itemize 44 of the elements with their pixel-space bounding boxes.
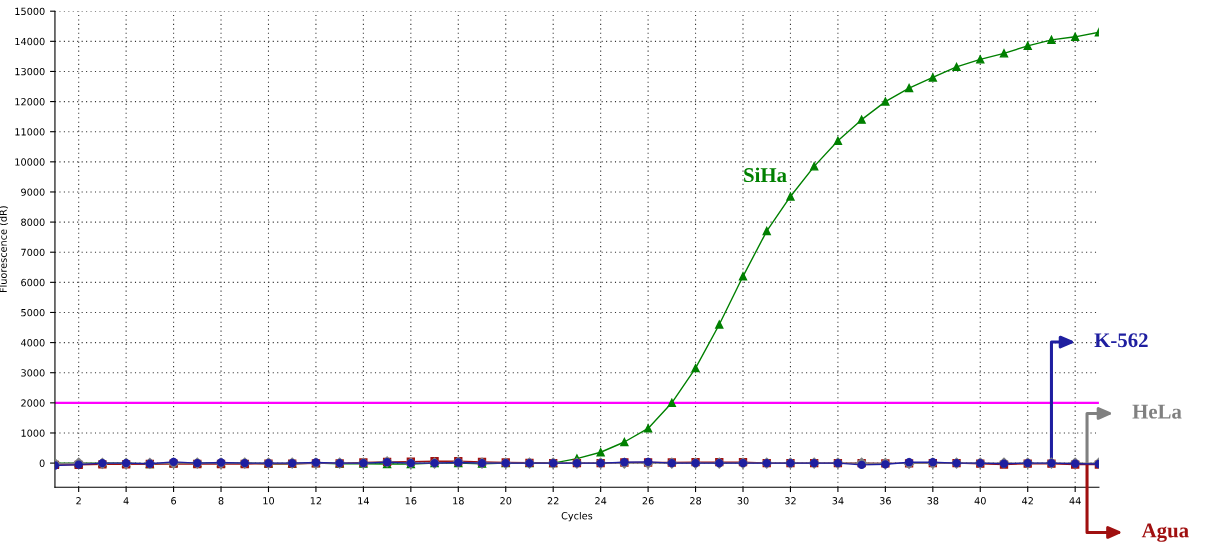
x-tick-label: 44	[1069, 497, 1081, 505]
y-tick-label: 4000	[20, 339, 45, 347]
legend-label: K-562	[1094, 333, 1148, 348]
x-tick-label: 6	[171, 497, 177, 505]
x-tick-label: 8	[218, 497, 224, 505]
x-tick-label: 40	[974, 497, 986, 505]
x-tick-label: 12	[310, 497, 322, 505]
y-tick-label: 6000	[21, 278, 45, 287]
x-tick-label: 18	[453, 497, 464, 505]
x-tick-label: 16	[405, 497, 417, 505]
x-tick-label: 24	[595, 497, 607, 505]
x-tick-label: 26	[642, 497, 654, 505]
x-tick-label: 36	[879, 497, 891, 505]
y-tick-label: 15000	[15, 7, 45, 16]
y-tick-label: 12000	[15, 98, 45, 106]
x-tick-label: 22	[547, 497, 559, 505]
x-tick-label: 14	[358, 497, 370, 505]
y-tick-label: 7000	[21, 248, 45, 257]
y-tick-label: 3000	[21, 369, 45, 377]
y-tick-label: 10000	[15, 158, 45, 166]
y-tick-label: 0	[39, 459, 45, 467]
x-tick-label: 10	[263, 497, 275, 505]
x-tick-label: 4	[123, 497, 129, 505]
legend-label: HeLa	[1132, 404, 1182, 419]
y-tick-label: 5000	[21, 308, 45, 317]
y-tick-label: 14000	[15, 37, 45, 46]
y-tick-label: 11000	[15, 128, 45, 136]
x-tick-label: 20	[500, 497, 512, 505]
series-label: SiHa	[744, 167, 787, 183]
x-axis-title: Cycles	[561, 511, 593, 522]
y-tick-label: 13000	[15, 67, 45, 76]
x-tick-label: 2	[76, 497, 81, 505]
y-tick-label: 2000	[21, 399, 45, 407]
y-tick-label: 8000	[21, 218, 45, 226]
x-tick-label: 32	[785, 497, 796, 505]
x-tick-label: 38	[927, 497, 939, 505]
x-tick-label: 28	[690, 497, 702, 505]
legend-label: Agua	[1141, 523, 1189, 542]
y-tick-label: 9000	[21, 188, 45, 196]
y-tick-label: 1000	[21, 429, 45, 437]
x-tick-label: 42	[1022, 497, 1033, 505]
y-axis-title: Fluorescence (dR)	[0, 206, 8, 293]
x-tick-label: 34	[832, 497, 844, 505]
x-tick-label: 30	[737, 497, 749, 505]
